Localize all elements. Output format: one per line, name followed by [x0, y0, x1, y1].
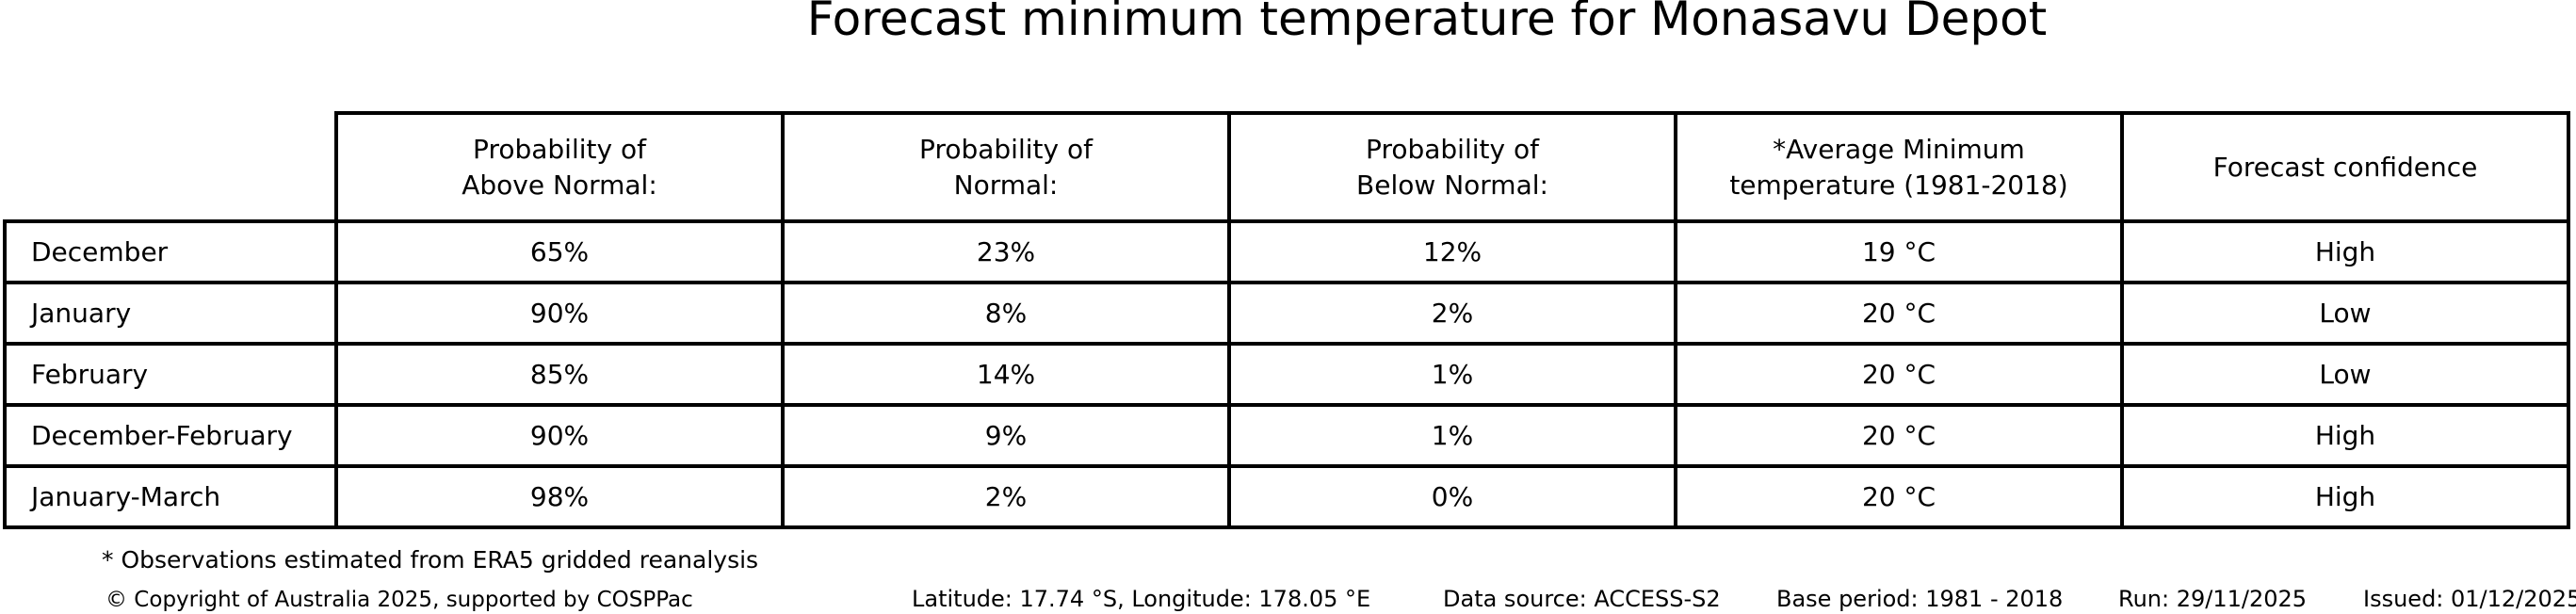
table-row-february: February 85% 14% 1% 20 °C Low [3, 342, 2570, 407]
cell-normal: 23% [781, 219, 1231, 284]
row-label: December-February [3, 403, 338, 468]
cell-above-normal: 90% [334, 403, 785, 468]
data-source-label: Data source: ACCESS-S2 [1443, 586, 1721, 612]
issued-date-label: Issued: 01/12/2025 [2363, 586, 2576, 612]
copyright-notice: © Copyright of Australia 2025, supported… [105, 588, 693, 612]
table-header-row: Probability of Above Normal: Probability… [5, 111, 2570, 223]
cell-above-normal: 85% [334, 342, 785, 407]
location-coordinates: Latitude: 17.74 °S, Longitude: 178.05 °E [912, 586, 1371, 612]
header-below-normal: Probability of Below Normal: [1227, 111, 1677, 223]
cell-normal: 9% [781, 403, 1231, 468]
cell-forecast-confidence: Low [2120, 281, 2570, 346]
row-label: January [3, 281, 338, 346]
cell-forecast-confidence: High [2120, 464, 2570, 529]
header-above-normal: Probability of Above Normal: [334, 111, 785, 223]
table-row-december-february: December-February 90% 9% 1% 20 °C High [3, 403, 2570, 468]
table-row-january-march: January-March 98% 2% 0% 20 °C High [3, 464, 2570, 529]
cell-forecast-confidence: High [2120, 403, 2570, 468]
cell-avg-min-temperature: 20 °C [1674, 342, 2124, 407]
cell-avg-min-temperature: 20 °C [1674, 403, 2124, 468]
cell-normal: 2% [781, 464, 1231, 529]
cell-above-normal: 90% [334, 281, 785, 346]
cell-above-normal: 65% [334, 219, 785, 284]
cell-forecast-confidence: High [2120, 219, 2570, 284]
page-title: Forecast minimum temperature for Monasav… [806, 0, 2048, 46]
header-forecast-confidence: Forecast confidence [2120, 111, 2570, 223]
cell-below-normal: 12% [1227, 219, 1677, 284]
base-period-label: Base period: 1981 - 2018 [1776, 586, 2064, 612]
cell-avg-min-temperature: 20 °C [1674, 464, 2124, 529]
cell-below-normal: 1% [1227, 403, 1677, 468]
cell-forecast-confidence: Low [2120, 342, 2570, 407]
header-normal: Probability of Normal: [781, 111, 1231, 223]
header-avg-min-temperature: *Average Minimum temperature (1981-2018) [1674, 111, 2124, 223]
cell-avg-min-temperature: 19 °C [1674, 219, 2124, 284]
table-row-december: December 65% 23% 12% 19 °C High [3, 219, 2570, 284]
row-label: February [3, 342, 338, 407]
row-label: January-March [3, 464, 338, 529]
cell-normal: 14% [781, 342, 1231, 407]
era5-footnote: * Observations estimated from ERA5 gridd… [102, 546, 759, 574]
cell-below-normal: 2% [1227, 281, 1677, 346]
cell-above-normal: 98% [334, 464, 785, 529]
forecast-table: Probability of Above Normal: Probability… [3, 111, 2570, 529]
cell-normal: 8% [781, 281, 1231, 346]
blank-header-cell [5, 113, 336, 221]
cell-below-normal: 1% [1227, 342, 1677, 407]
table-row-january: January 90% 8% 2% 20 °C Low [3, 281, 2570, 346]
cell-below-normal: 0% [1227, 464, 1677, 529]
row-label: December [3, 219, 338, 284]
cell-avg-min-temperature: 20 °C [1674, 281, 2124, 346]
run-date-label: Run: 29/11/2025 [2118, 586, 2308, 612]
